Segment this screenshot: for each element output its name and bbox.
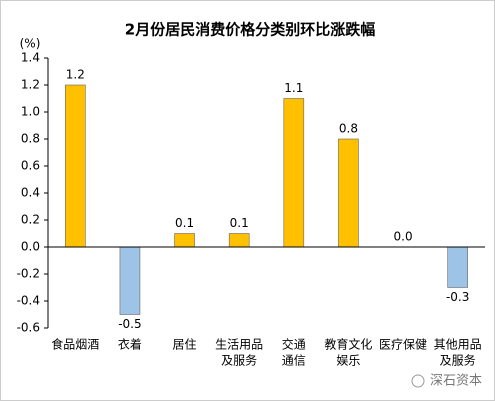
x-tick-label: 及服务	[221, 353, 257, 368]
bar	[338, 138, 359, 248]
y-tick-label: 1.2	[21, 78, 40, 92]
bar	[119, 246, 141, 315]
data-label: 1.2	[66, 68, 85, 82]
x-tick-label: 衣着	[118, 337, 142, 352]
data-label: 0.8	[339, 122, 358, 136]
y-tick-label: 0.4	[21, 186, 40, 200]
bar	[283, 98, 305, 248]
y-tick-label: 0.2	[21, 213, 40, 227]
bar	[228, 233, 250, 248]
bar	[174, 233, 195, 248]
x-tick-label: 生活用品	[215, 338, 263, 352]
bar	[65, 84, 86, 248]
data-label: 0.1	[230, 216, 249, 230]
y-tick-label: 1.0	[21, 105, 40, 119]
watermark: 深石资本	[430, 374, 482, 389]
x-tick-label: 居住	[173, 338, 197, 352]
x-tick-label: 及服务	[440, 353, 476, 368]
y-tick-label: 0.8	[21, 132, 40, 146]
x-tick-label: 交通	[282, 337, 306, 352]
y-tick-label: 0.0	[21, 240, 40, 254]
data-label: 0.0	[394, 230, 413, 244]
bar	[447, 246, 468, 288]
data-label: 1.1	[284, 81, 303, 95]
x-tick-label: 娱乐	[336, 354, 360, 368]
chart-title: 2月份居民消费价格分类别环比涨跌幅	[125, 21, 375, 39]
x-tick-label: 教育文化	[324, 337, 372, 352]
y-unit: (%)	[20, 37, 41, 51]
data-label: 0.1	[175, 216, 194, 230]
x-tick-label: 其他用品	[434, 338, 482, 352]
y-tick-label: -0.4	[17, 294, 40, 308]
data-label: -0.5	[118, 317, 141, 331]
watermark-icon	[411, 374, 425, 388]
data-label: -0.3	[446, 290, 469, 304]
x-tick-label: 医疗保健	[379, 338, 427, 352]
x-tick-label: 食品烟酒	[51, 337, 99, 352]
y-tick-label: 1.4	[21, 51, 40, 65]
y-tick-label: 0.6	[21, 159, 40, 173]
y-tick-label: -0.2	[17, 267, 40, 281]
y-tick-label: -0.6	[17, 321, 40, 335]
x-tick-label: 通信	[282, 354, 306, 368]
